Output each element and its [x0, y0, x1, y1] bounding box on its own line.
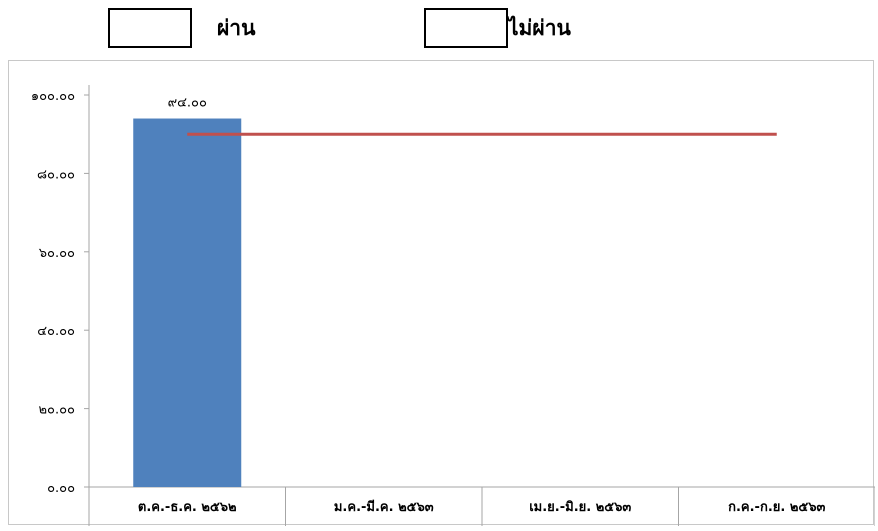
y-tick-label: ๑๐๐.๐๐ — [31, 89, 75, 104]
legend-fail-label: ไม่ผ่าน — [508, 16, 571, 40]
bar — [133, 118, 242, 487]
y-tick-label: ๘๐.๐๐ — [37, 167, 75, 182]
y-tick-label: ๒๐.๐๐ — [38, 403, 75, 418]
x-category-label: เม.ย.-มิ.ย. ๒๕๖๓ — [529, 500, 631, 515]
chart-frame: ๐.๐๐ ๒๐.๐๐ ๔๐.๐๐ ๖๐.๐๐ ๘๐.๐๐ ๑๐๐.๐๐ต.ค.-ธ.ค. … — [8, 60, 875, 526]
bar-line-chart: ๐.๐๐ ๒๐.๐๐ ๔๐.๐๐ ๖๐.๐๐ ๘๐.๐๐ ๑๐๐.๐๐ต.ค.-ธ.ค. … — [31, 85, 875, 526]
legend-fail-box — [424, 8, 508, 48]
legend-pass-box — [108, 8, 192, 48]
legend-pass-label: ผ่าน — [217, 16, 256, 40]
bar-data-label: ๙๔.๐๐ — [168, 96, 207, 111]
y-tick-label: ๐.๐๐ — [47, 481, 75, 496]
y-tick-label: ๔๐.๐๐ — [37, 324, 75, 339]
y-tick-label: ๖๐.๐๐ — [39, 246, 75, 261]
x-category-label: ม.ค.-มี.ค. ๒๕๖๓ — [334, 499, 434, 515]
legend: ผ่าน ไม่ผ่าน — [0, 0, 878, 58]
x-category-label: ต.ค.-ธ.ค. ๒๕๖๒ — [138, 500, 237, 515]
x-category-label: ก.ค.-ก.ย. ๒๕๖๓ — [728, 500, 825, 515]
